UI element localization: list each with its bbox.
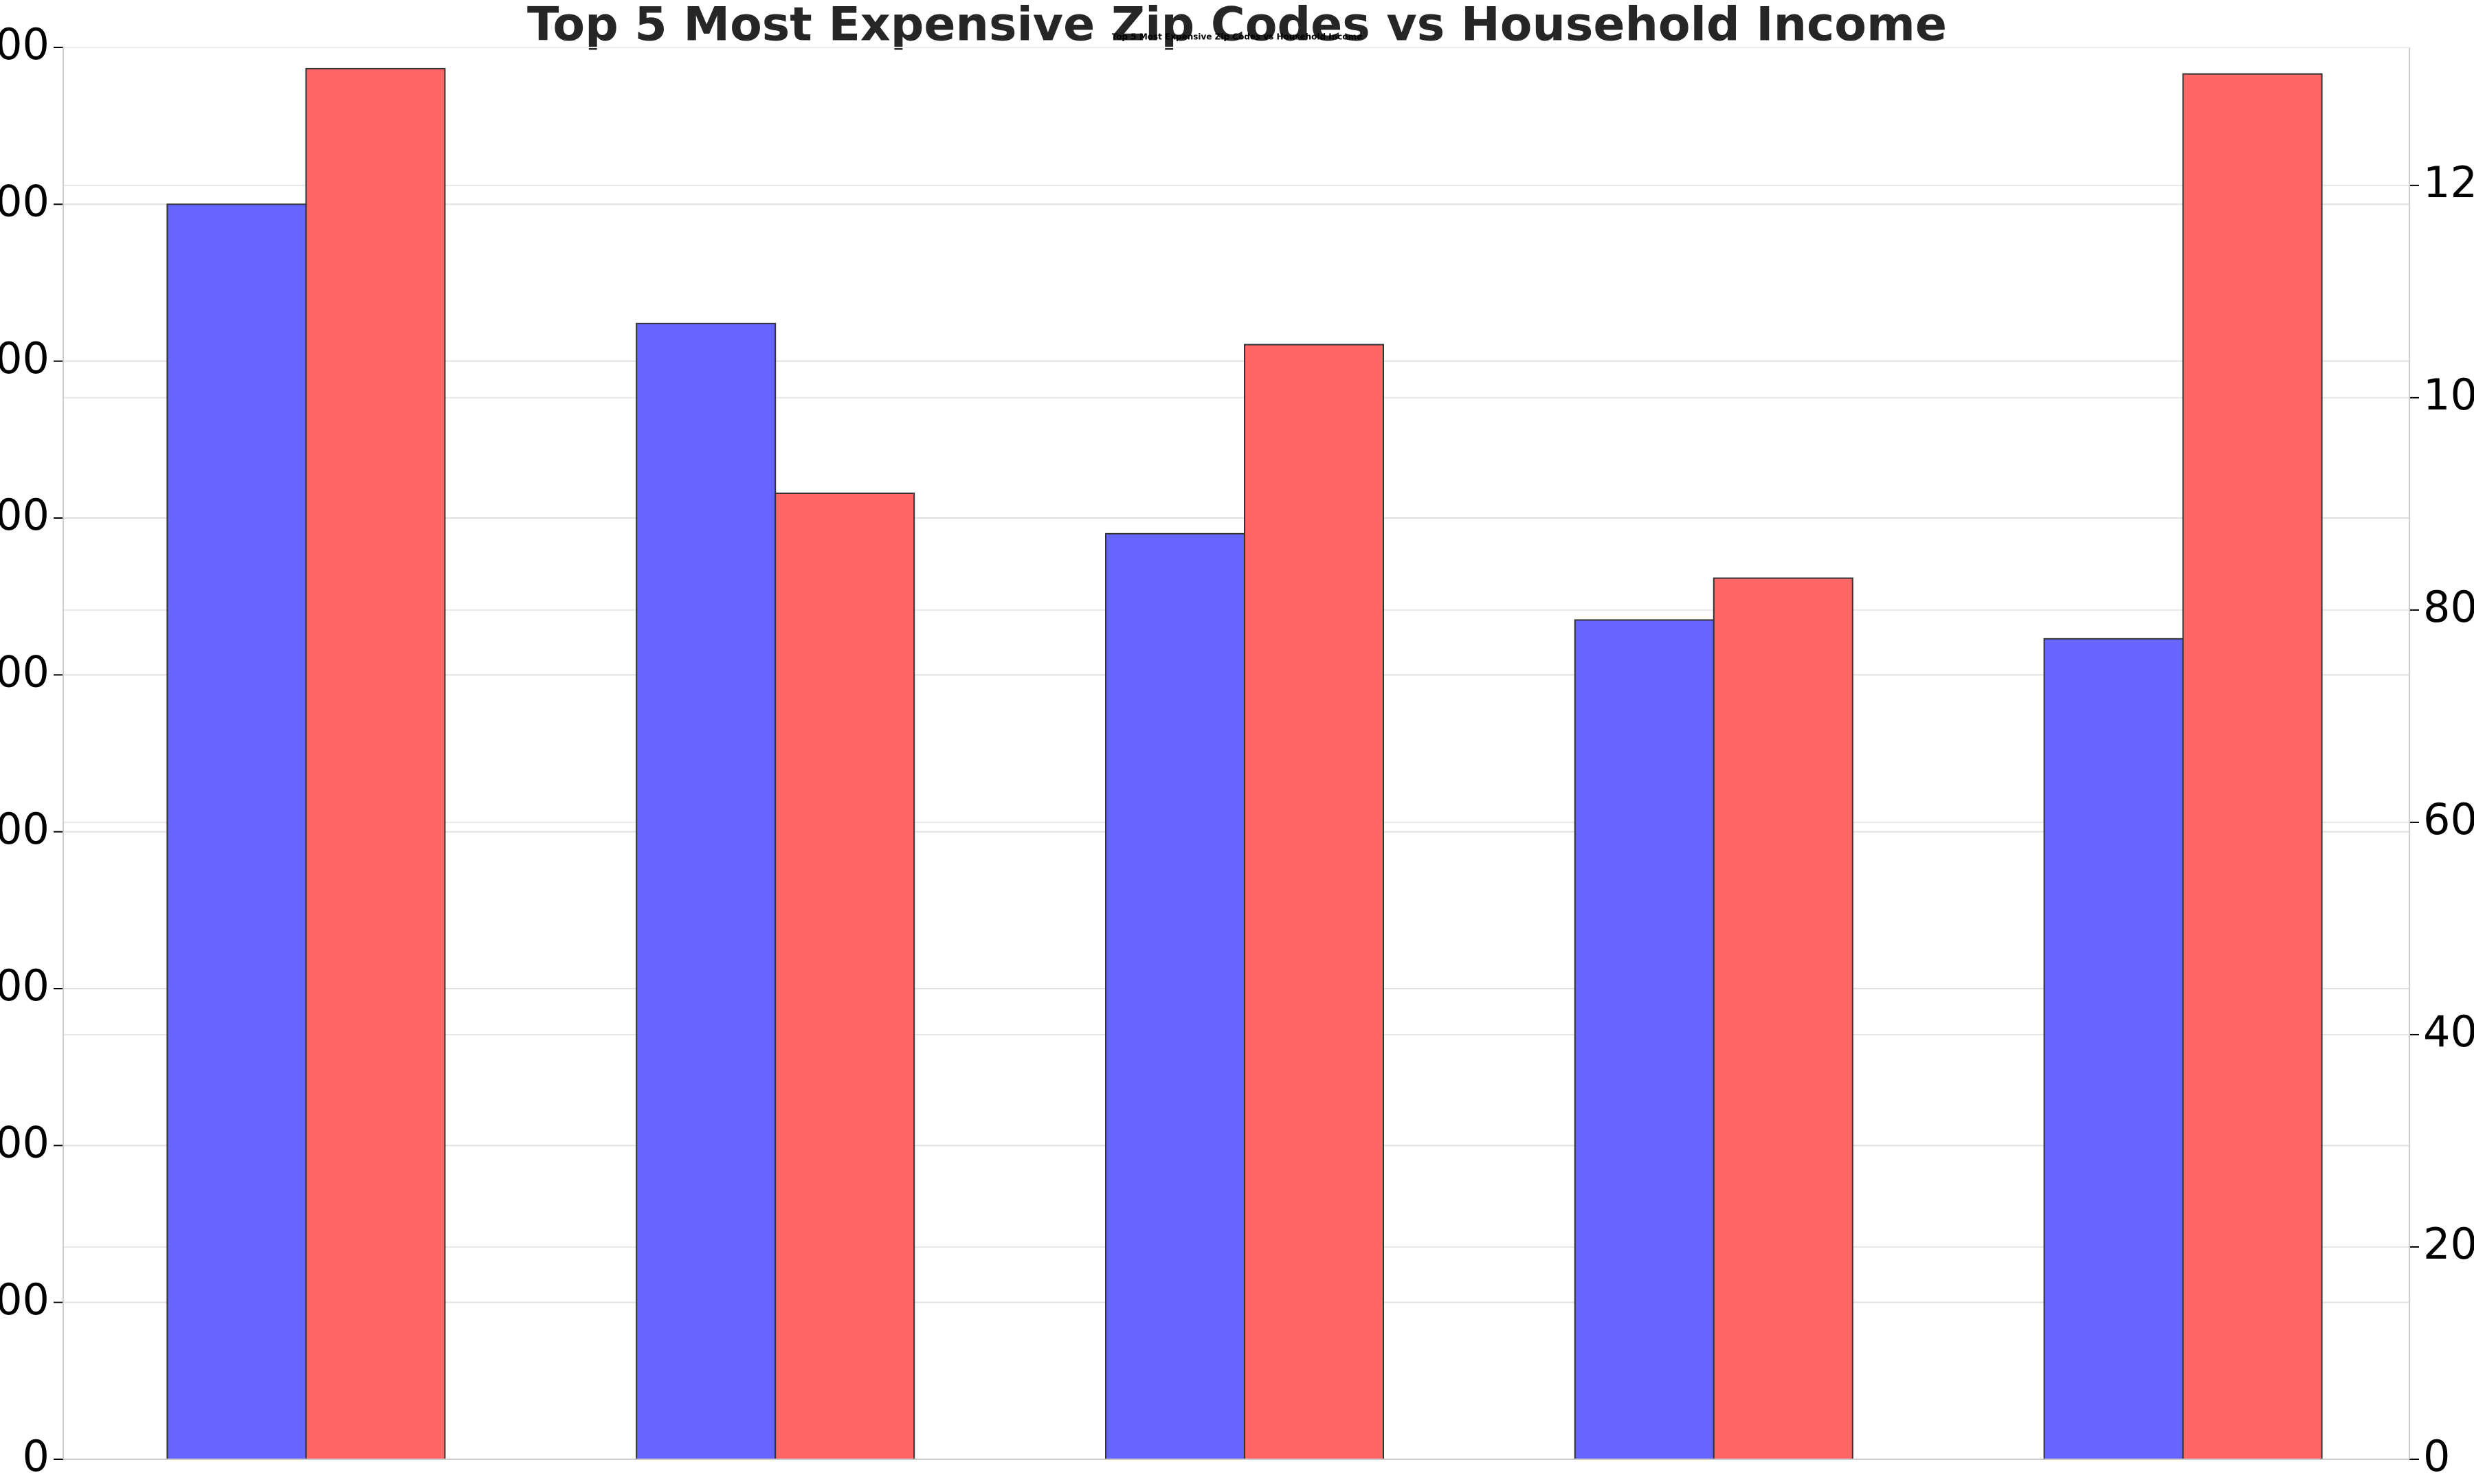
y-tick-label: 200000	[0, 1117, 49, 1167]
y2-tick-label: 100000	[2423, 370, 2474, 420]
chart-title: Top 5 Most Expensive Zip Codes vs Househ…	[527, 0, 1947, 52]
y-tick-label: 500000	[0, 647, 49, 697]
bar	[2043, 638, 2184, 1460]
y2-tick-label: 60000	[2423, 794, 2474, 844]
y-tick-label: 900000	[0, 19, 49, 69]
bar	[166, 203, 307, 1460]
y-tick-label: 400000	[0, 804, 49, 854]
y-tick-label: 300000	[0, 960, 49, 1011]
y2-tick-label: 0	[2423, 1431, 2450, 1481]
y-tick-label: 100000	[0, 1274, 49, 1325]
bar	[305, 67, 446, 1461]
bar	[2182, 73, 2323, 1461]
bar	[1713, 577, 1853, 1460]
x-tick-label: (2016, 78746)	[154, 1479, 458, 1484]
bar	[1105, 532, 1245, 1460]
bar	[636, 322, 777, 1460]
x-tick-label: (2016, 78703)	[623, 1479, 928, 1484]
bar	[1244, 344, 1384, 1460]
y2-tick-label: 120000	[2423, 157, 2474, 207]
y-tick-label: 600000	[0, 490, 49, 540]
bar	[774, 492, 915, 1460]
y2-tick-label: 80000	[2423, 582, 2474, 632]
bar	[1574, 619, 1715, 1461]
y2-tick-label: 40000	[2423, 1007, 2474, 1057]
x-tick-label: (2016, 78731)	[1561, 1479, 1866, 1484]
y-tick-label: 800000	[0, 176, 49, 226]
y2-tick-label: 20000	[2423, 1219, 2474, 1269]
y-tick-label: 0	[23, 1431, 49, 1481]
x-tick-label: (2016, 78733)	[2031, 1479, 2335, 1484]
y-tick-label: 700000	[0, 333, 49, 383]
x-tick-label: (2016, 78730)	[1093, 1479, 1397, 1484]
chart-subtitle-echo: Top 5 Most Expensive Zip Codes vs Househ…	[1112, 32, 1363, 42]
